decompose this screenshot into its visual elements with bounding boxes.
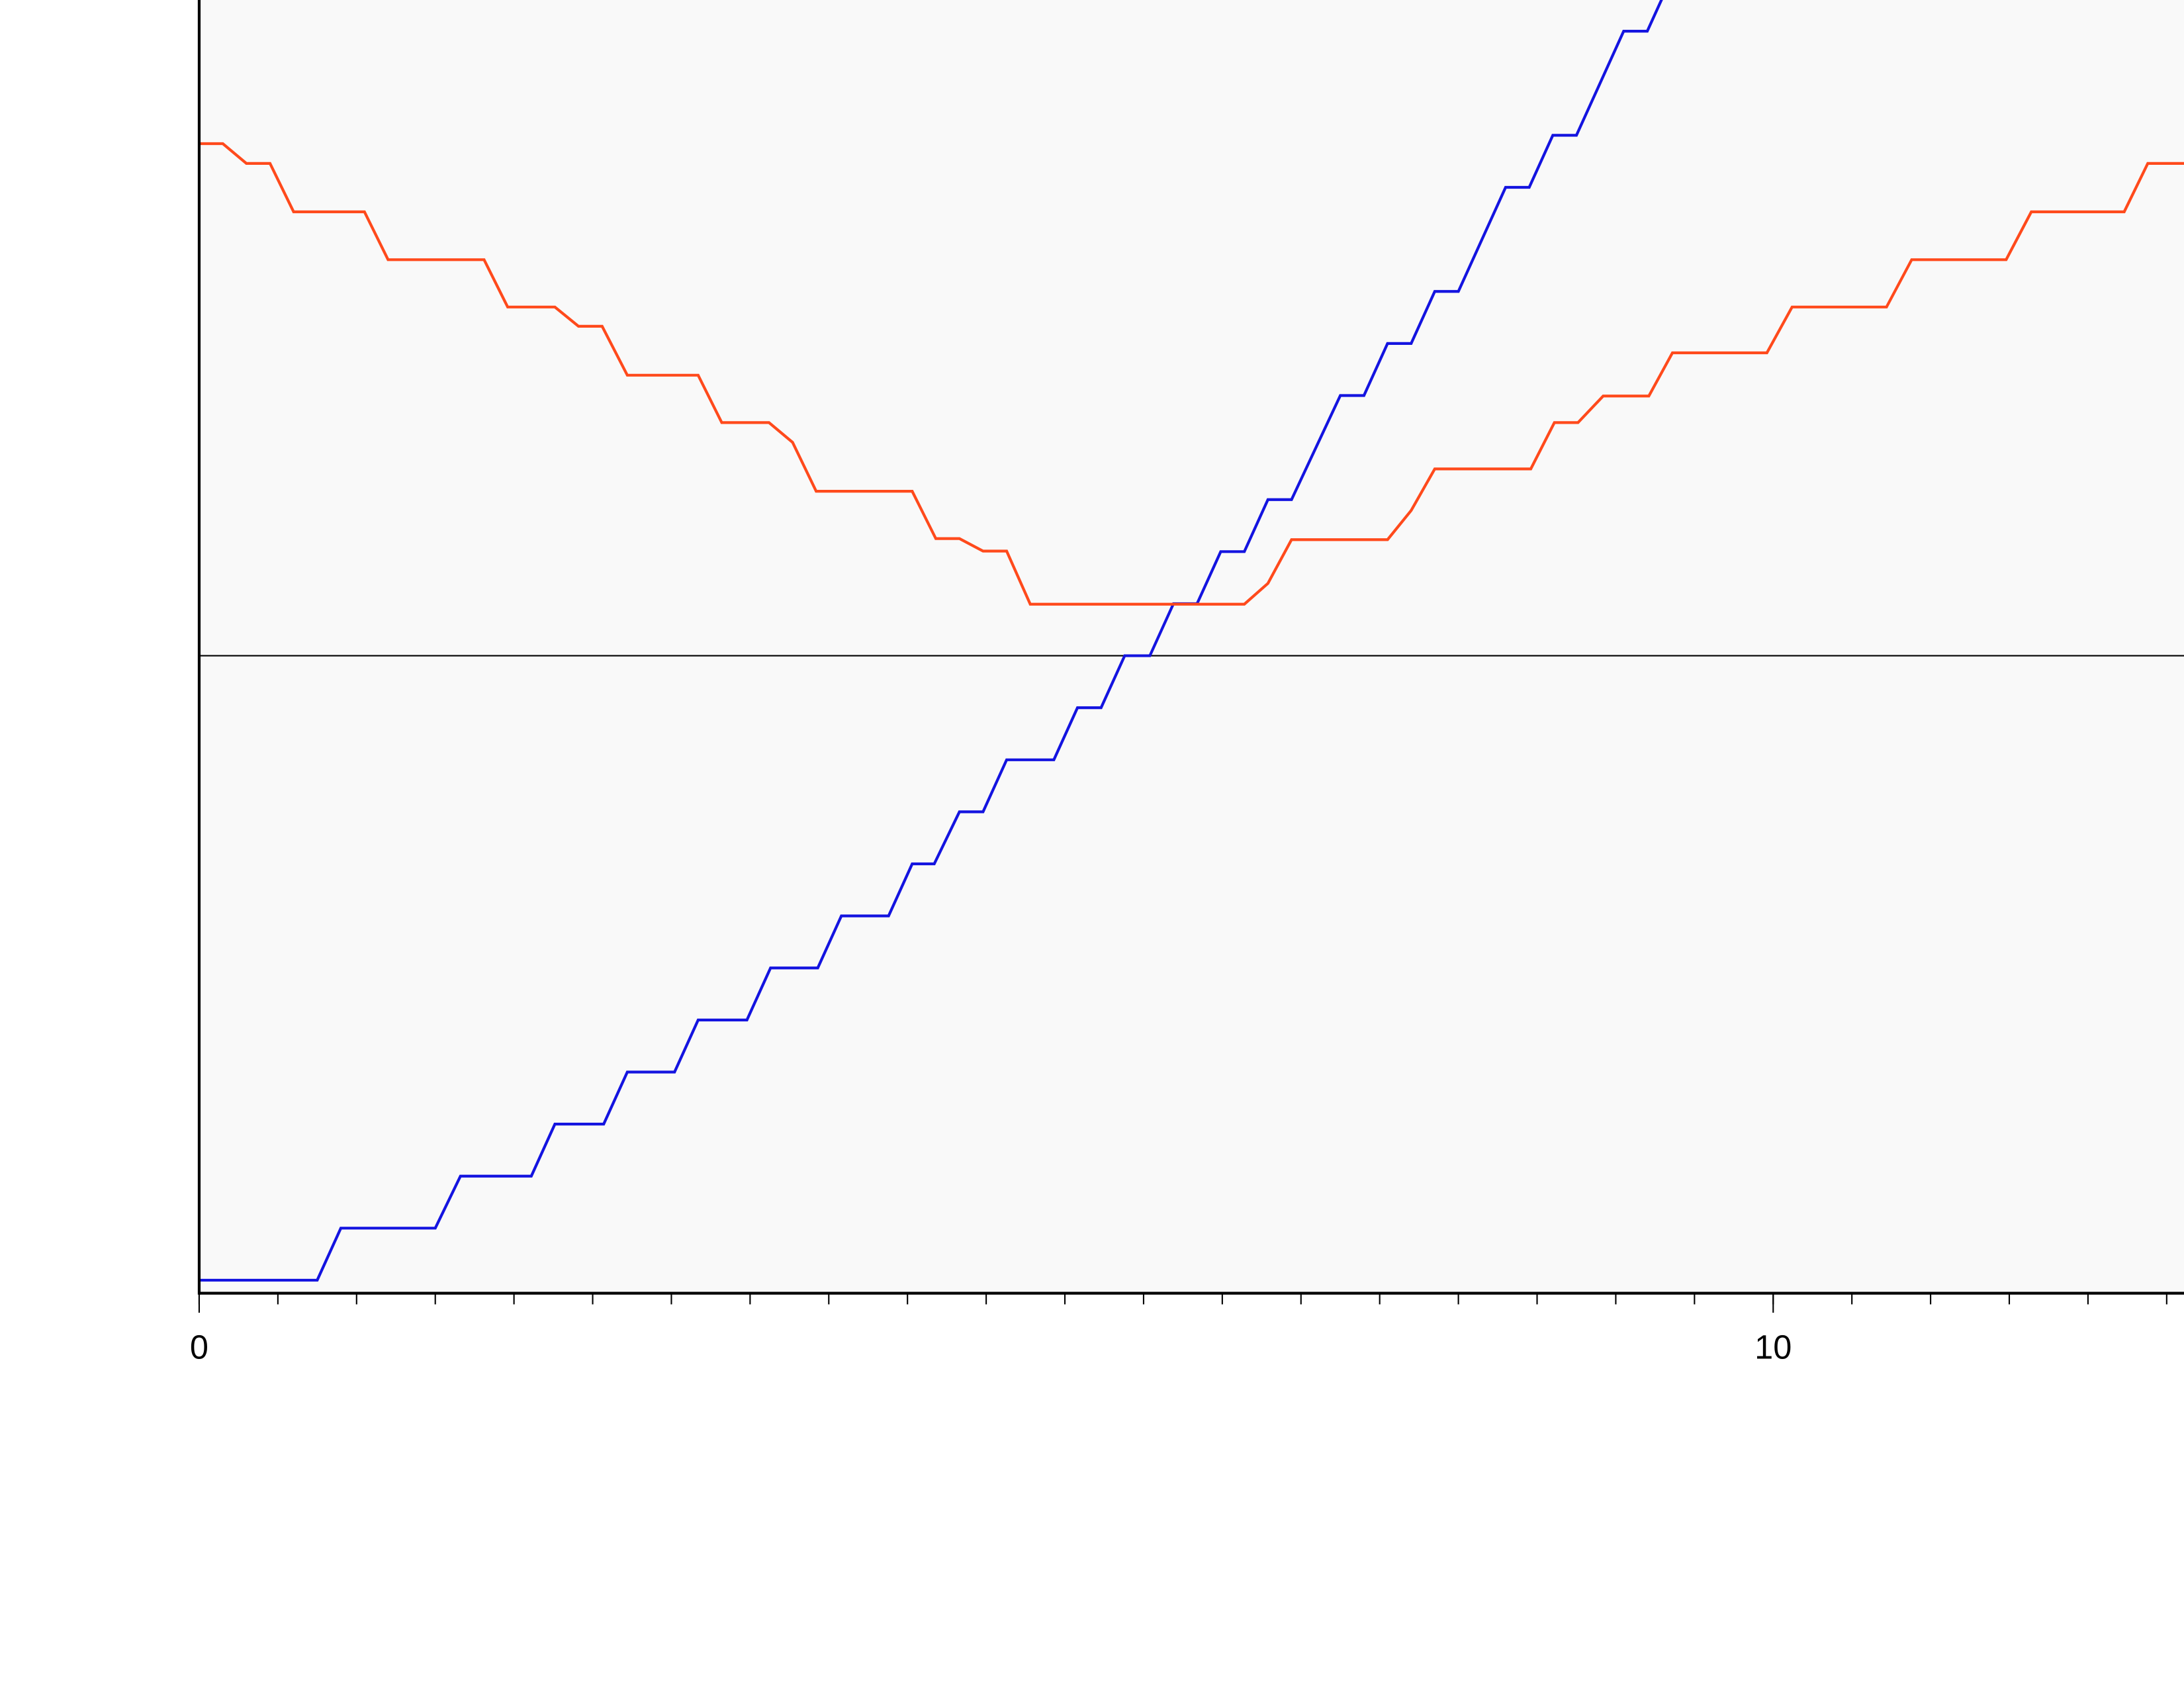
x-tick-label: 0 <box>190 1329 208 1366</box>
x-tick-label: 10 <box>1754 1329 1792 1366</box>
line-series <box>199 142 2184 606</box>
plot-background <box>199 0 2184 1293</box>
line-series <box>199 0 1663 1282</box>
plot-lines <box>199 0 2184 1282</box>
